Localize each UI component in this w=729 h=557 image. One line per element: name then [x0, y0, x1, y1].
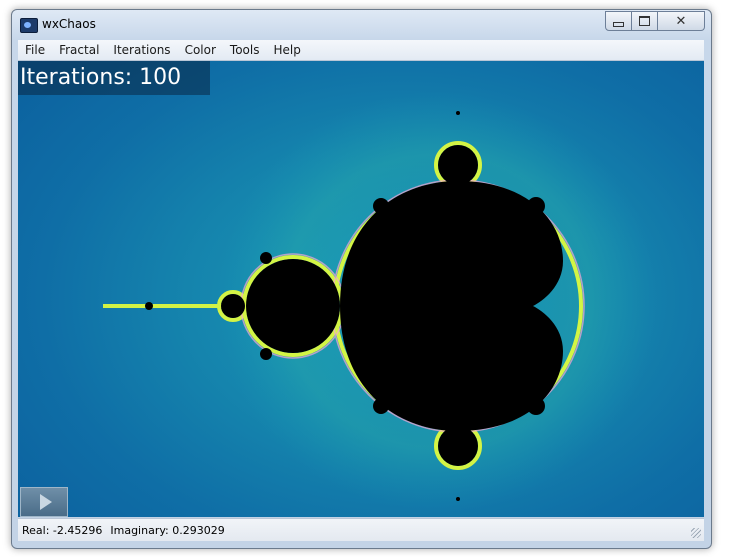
fractal-canvas[interactable]: Iterations: 100 [18, 61, 704, 517]
status-bar: Real: -2.45296 Imaginary: 0.293029 [18, 518, 704, 541]
play-button[interactable] [20, 487, 68, 517]
menu-bar: File Fractal Iterations Color Tools Help [18, 40, 704, 61]
status-imaginary: Imaginary: 0.293029 [110, 523, 225, 537]
title-bar[interactable]: wxChaos ✕ [12, 10, 711, 39]
menu-color[interactable]: Color [184, 43, 216, 57]
menu-file[interactable]: File [25, 43, 46, 57]
status-real: Real: -2.45296 [22, 523, 103, 537]
mandelbrot-image [103, 91, 658, 511]
menu-tools[interactable]: Tools [229, 43, 260, 57]
mandelbrot-set [145, 111, 563, 501]
app-window: wxChaos ✕ File Fractal Iterations Color … [11, 9, 712, 549]
iterations-overlay: Iterations: 100 [18, 61, 210, 95]
maximize-button[interactable] [632, 11, 658, 31]
resize-grip[interactable] [691, 528, 701, 538]
play-icon [39, 494, 52, 510]
minimize-button[interactable] [605, 11, 632, 31]
window-controls: ✕ [605, 11, 705, 31]
app-icon[interactable] [20, 18, 38, 33]
minimize-icon [613, 21, 624, 27]
menu-fractal[interactable]: Fractal [59, 43, 100, 57]
close-button[interactable]: ✕ [658, 11, 705, 31]
maximize-icon [639, 16, 650, 26]
menu-iterations[interactable]: Iterations [113, 43, 171, 57]
menu-help[interactable]: Help [273, 43, 301, 57]
close-icon: ✕ [675, 13, 687, 29]
window-title: wxChaos [42, 17, 96, 31]
